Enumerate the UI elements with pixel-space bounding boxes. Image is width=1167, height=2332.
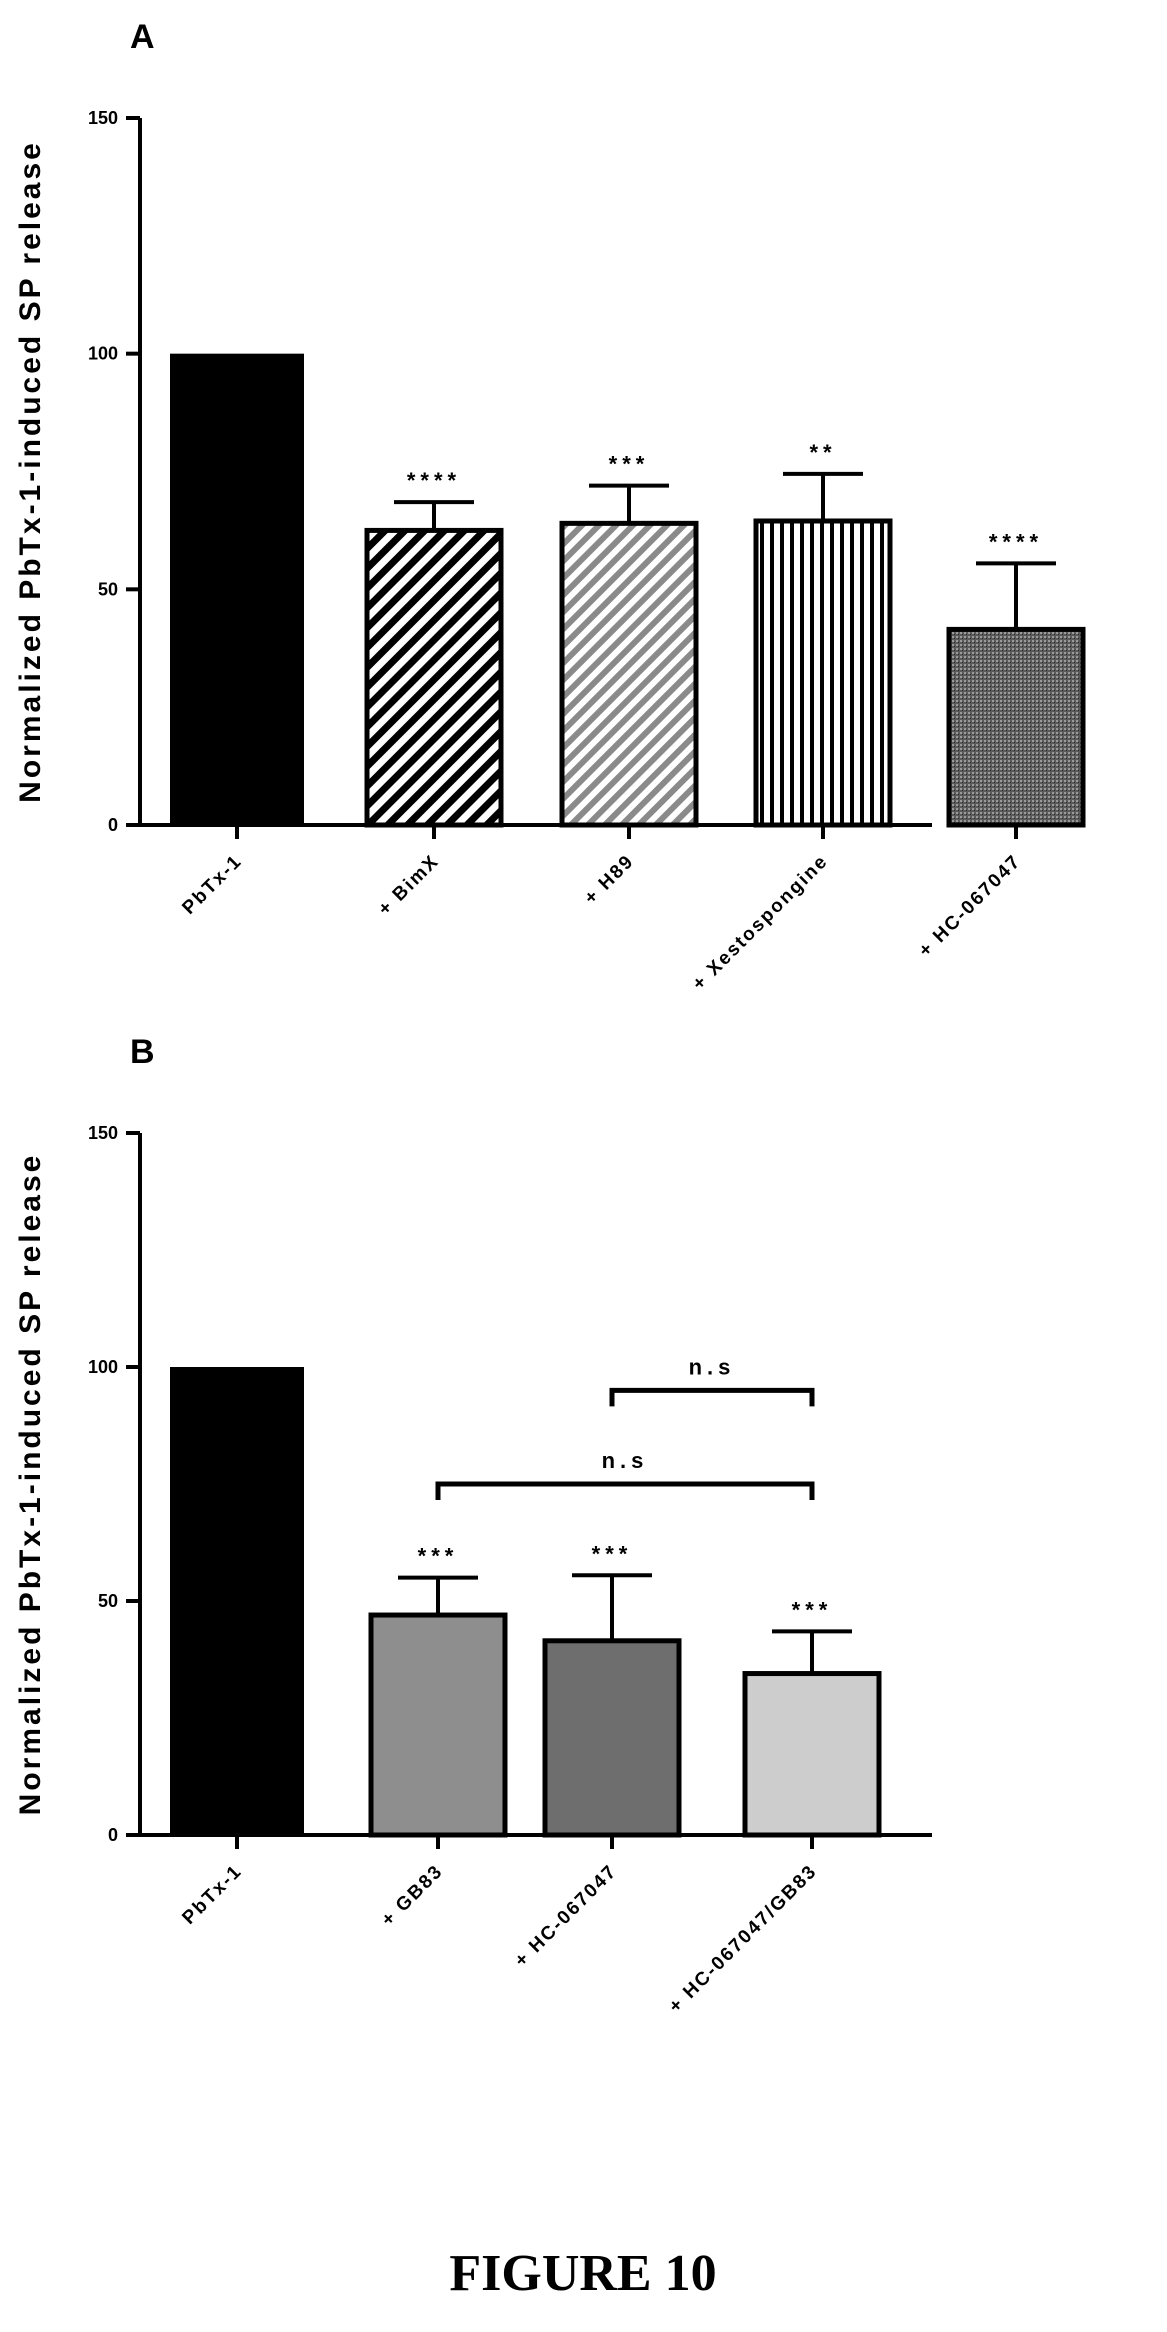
category-label: PbTx-1 xyxy=(178,851,246,919)
significance-label: *** xyxy=(592,1541,633,1566)
significance-label: ** xyxy=(809,440,836,465)
category-label: + HC-067047 xyxy=(511,1861,622,1972)
y-tick-label: 50 xyxy=(98,1591,118,1611)
bar xyxy=(542,1638,682,1838)
bar xyxy=(368,1612,508,1838)
y-tick-label: 150 xyxy=(88,108,118,128)
significance-label: *** xyxy=(792,1597,833,1622)
bar xyxy=(742,1671,882,1838)
category-label: PbTx-1 xyxy=(178,1861,246,1929)
significance-label: **** xyxy=(407,468,461,493)
bar xyxy=(753,518,893,828)
bar xyxy=(946,626,1086,828)
bar xyxy=(170,353,304,825)
comparison-label: n.s xyxy=(602,1448,649,1473)
panel-letter: B xyxy=(130,1033,155,1071)
y-tick-label: 0 xyxy=(108,1825,118,1845)
category-label: + BimX xyxy=(374,851,443,920)
y-tick-label: 0 xyxy=(108,815,118,835)
comparison-bracket xyxy=(435,1481,815,1500)
category-label: + HC-067047 xyxy=(915,851,1026,962)
bar xyxy=(559,520,699,828)
y-axis-label: Normalized PbTx-1-induced SP release xyxy=(14,140,47,803)
bar xyxy=(364,527,504,828)
y-tick-label: 100 xyxy=(88,344,118,364)
comparison-bracket xyxy=(609,1387,815,1407)
bar xyxy=(170,1367,304,1835)
significance-label: **** xyxy=(989,529,1043,554)
significance-label: *** xyxy=(609,452,650,477)
category-label: + Xestospongine xyxy=(689,851,833,995)
y-tick-label: 50 xyxy=(98,579,118,599)
panel-a: A Normalized PbTx-1-induced SP release 0 50… xyxy=(14,18,1086,995)
category-label: + HC-067047/GB83 xyxy=(665,1861,822,2018)
category-label: + H89 xyxy=(580,851,638,909)
y-tick-label: 150 xyxy=(88,1123,118,1143)
y-tick-label: 100 xyxy=(88,1357,118,1377)
comparison-label: n.s xyxy=(689,1354,736,1379)
category-label: + GB83 xyxy=(378,1861,448,1931)
panel-letter: A xyxy=(130,18,155,56)
y-axis-label: Normalized PbTx-1-induced SP release xyxy=(14,1153,47,1816)
significance-label: *** xyxy=(418,1544,459,1569)
panel-b: B Normalized PbTx-1-induced SP release 0 50… xyxy=(14,1033,932,2017)
figure-caption: FIGURE 10 xyxy=(449,2245,716,2302)
